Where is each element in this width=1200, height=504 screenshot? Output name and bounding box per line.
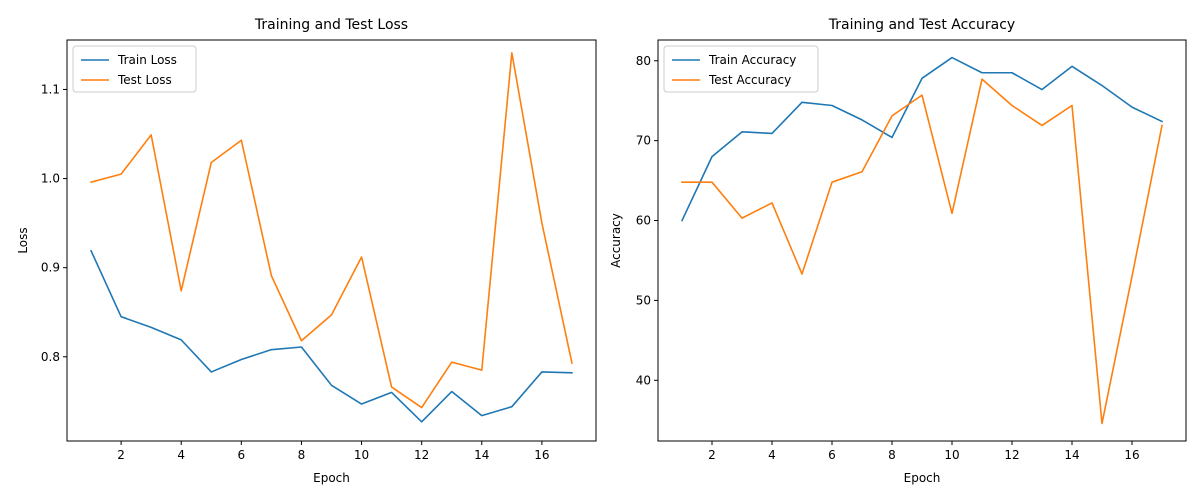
x-tick-label: 12	[1004, 448, 1019, 462]
legend: Train Loss Test Loss	[72, 45, 197, 93]
chart-panel-0: Training and Test Loss 2 4 6 8 10 12 14 16 0.8 0.9…	[16, 17, 597, 485]
y-tick-label: 70	[636, 134, 651, 148]
y-tick-label: 1.1	[41, 82, 60, 96]
series-line-test-loss	[90, 52, 573, 409]
x-tick-label: 14	[474, 448, 489, 462]
legend: Train Accuracy Test Accuracy	[663, 45, 819, 93]
x-tick-label: 14	[1064, 448, 1079, 462]
legend-label: Test Loss	[117, 73, 172, 87]
x-tick-label: 2	[117, 448, 125, 462]
y-tick-label: 0.8	[41, 350, 60, 364]
x-tick-label: 12	[414, 448, 429, 462]
x-tick-label: 10	[944, 448, 959, 462]
legend-label: Test Accuracy	[708, 73, 791, 87]
series-line-test-accuracy	[681, 78, 1163, 425]
x-tick-label: 2	[708, 448, 716, 462]
y-axis-label: Loss	[16, 227, 30, 253]
plot-frame	[66, 39, 597, 442]
legend-label: Train Loss	[117, 53, 177, 67]
x-tick-label: 6	[828, 448, 836, 462]
y-tick-label: 50	[636, 293, 651, 307]
y-axis-label: Accuracy	[609, 213, 623, 268]
series-line-train-accuracy	[680, 56, 1164, 222]
x-tick-label: 4	[177, 448, 185, 462]
x-tick-label: 16	[534, 448, 549, 462]
y-tick-label: 40	[636, 373, 651, 387]
chart-title: Training and Test Loss	[254, 17, 408, 33]
chart-panel-1: Training and Test Accuracy 2 4 6 8 10 12 14 16 40…	[609, 17, 1187, 485]
legend-label: Train Accuracy	[708, 53, 796, 67]
y-tick-label: 80	[636, 54, 651, 68]
series-line-train-loss	[89, 249, 573, 423]
x-tick-label: 8	[298, 448, 306, 462]
y-tick-label: 0.9	[41, 261, 60, 275]
chart-title: Training and Test Accuracy	[828, 17, 1015, 33]
legend-box	[663, 45, 819, 93]
x-tick-label: 4	[768, 448, 776, 462]
y-tick-label: 1.0	[41, 172, 60, 186]
y-tick-label: 60	[636, 214, 651, 228]
x-tick-label: 6	[238, 448, 246, 462]
x-tick-label: 16	[1124, 448, 1139, 462]
x-tick-label: 8	[888, 448, 896, 462]
x-axis-label: Epoch	[313, 471, 350, 485]
x-tick-label: 10	[354, 448, 369, 462]
x-axis-label: Epoch	[904, 471, 941, 485]
plot-frame	[657, 39, 1187, 442]
